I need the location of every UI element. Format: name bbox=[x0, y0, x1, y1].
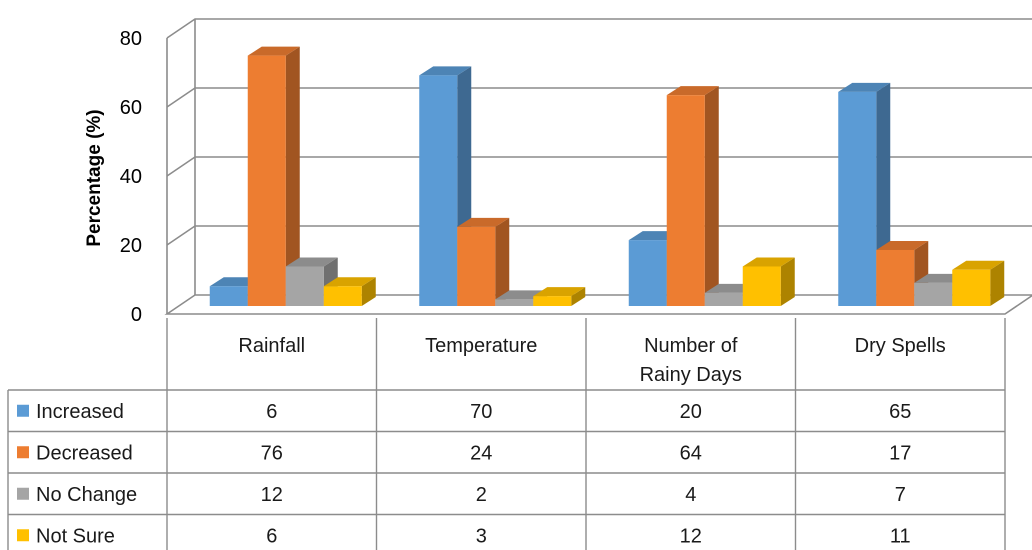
y-tick-label: 0 bbox=[131, 304, 142, 326]
bar-top bbox=[419, 66, 472, 76]
category-label: Number of Rainy Days bbox=[640, 335, 742, 386]
bar-front bbox=[914, 282, 953, 306]
bar bbox=[457, 217, 510, 306]
table-cell: 2 bbox=[476, 484, 487, 506]
bar-top bbox=[533, 287, 586, 297]
y-tick-label: 40 bbox=[120, 166, 142, 188]
table-row: Decreased 76 24 64 17 bbox=[17, 442, 911, 464]
bar-front bbox=[628, 240, 667, 306]
bar-top bbox=[876, 240, 929, 250]
table-cell: 64 bbox=[680, 442, 702, 464]
y-tick-label: 20 bbox=[120, 235, 142, 257]
bar bbox=[247, 46, 300, 306]
bar bbox=[533, 287, 586, 306]
bar-front bbox=[838, 91, 877, 306]
table-cell: 20 bbox=[680, 401, 702, 423]
bar-top bbox=[666, 86, 719, 96]
table-cell: 3 bbox=[476, 525, 487, 547]
bar-front bbox=[323, 286, 362, 306]
bar bbox=[742, 257, 795, 306]
legend-label: No Change bbox=[36, 484, 137, 506]
legend-label: Increased bbox=[36, 401, 124, 423]
table-cell: 76 bbox=[261, 442, 283, 464]
table-cell: 12 bbox=[680, 525, 702, 547]
bar-side bbox=[285, 46, 300, 306]
table-cell: 4 bbox=[685, 484, 696, 506]
bar bbox=[952, 260, 1005, 306]
bar-front bbox=[495, 299, 534, 306]
table-row: Increased 6 70 20 65 bbox=[17, 401, 911, 423]
bar bbox=[666, 86, 719, 306]
table-cell: 17 bbox=[889, 442, 911, 464]
category-label: Temperature bbox=[425, 335, 537, 357]
table-cell: 11 bbox=[890, 525, 911, 547]
y-tick-label: 60 bbox=[120, 97, 142, 119]
table-cell: 65 bbox=[889, 401, 911, 423]
bar-front bbox=[742, 266, 781, 306]
legend-label: Not Sure bbox=[36, 525, 115, 547]
legend-swatch bbox=[17, 446, 29, 459]
bar-front bbox=[533, 296, 572, 306]
y-axis: Percentage (%) 0 20 40 60 80 bbox=[84, 28, 142, 326]
axis-wall-line bbox=[166, 19, 196, 314]
bar-front bbox=[457, 226, 496, 306]
legend-swatch bbox=[17, 487, 29, 500]
category-label: Dry Spells bbox=[855, 335, 946, 357]
bar-side bbox=[495, 217, 510, 306]
bar-side bbox=[780, 257, 795, 306]
bar-front bbox=[666, 95, 705, 306]
table-cell: 6 bbox=[266, 525, 277, 547]
table-cell: 7 bbox=[895, 484, 906, 506]
bar-front bbox=[952, 269, 991, 306]
bar-top bbox=[952, 260, 1005, 270]
bar-top bbox=[247, 46, 300, 56]
bar-top bbox=[457, 217, 510, 227]
bar bbox=[323, 277, 376, 306]
bar-top bbox=[838, 82, 891, 92]
bar-front bbox=[285, 266, 324, 306]
category-label: Rainfall bbox=[238, 335, 305, 357]
gridline bbox=[166, 18, 1032, 39]
table-row: No Change 12 2 4 7 bbox=[17, 484, 906, 506]
legend-swatch bbox=[17, 404, 29, 417]
bar-side bbox=[361, 277, 376, 306]
bar-top bbox=[323, 277, 376, 287]
table-row: Not Sure 6 3 12 11 bbox=[17, 525, 911, 547]
bar-top bbox=[285, 257, 338, 267]
bar-front bbox=[419, 75, 458, 307]
bar-front bbox=[876, 249, 915, 306]
legend-swatch bbox=[17, 529, 29, 542]
bar-front bbox=[209, 286, 248, 306]
y-tick-label: 80 bbox=[120, 28, 142, 50]
bar-front bbox=[247, 55, 286, 306]
table-cell: 6 bbox=[266, 401, 277, 423]
data-table: Rainfall Temperature Number of Rainy Days Dr… bbox=[7, 318, 1006, 550]
legend-label: Decreased bbox=[36, 442, 133, 464]
bar-front bbox=[704, 292, 743, 306]
bar-side bbox=[990, 260, 1005, 306]
bar-top bbox=[742, 257, 795, 267]
table-cell: 24 bbox=[470, 442, 492, 464]
table-border bbox=[7, 318, 1006, 550]
table-cell: 70 bbox=[470, 401, 492, 423]
grid bbox=[164, 18, 1032, 315]
bar-side bbox=[704, 86, 719, 306]
bar-side bbox=[571, 287, 586, 306]
gridline bbox=[164, 294, 1032, 315]
y-axis-label: Percentage (%) bbox=[84, 109, 105, 246]
bars bbox=[209, 46, 1005, 307]
table-cell: 12 bbox=[261, 484, 283, 506]
